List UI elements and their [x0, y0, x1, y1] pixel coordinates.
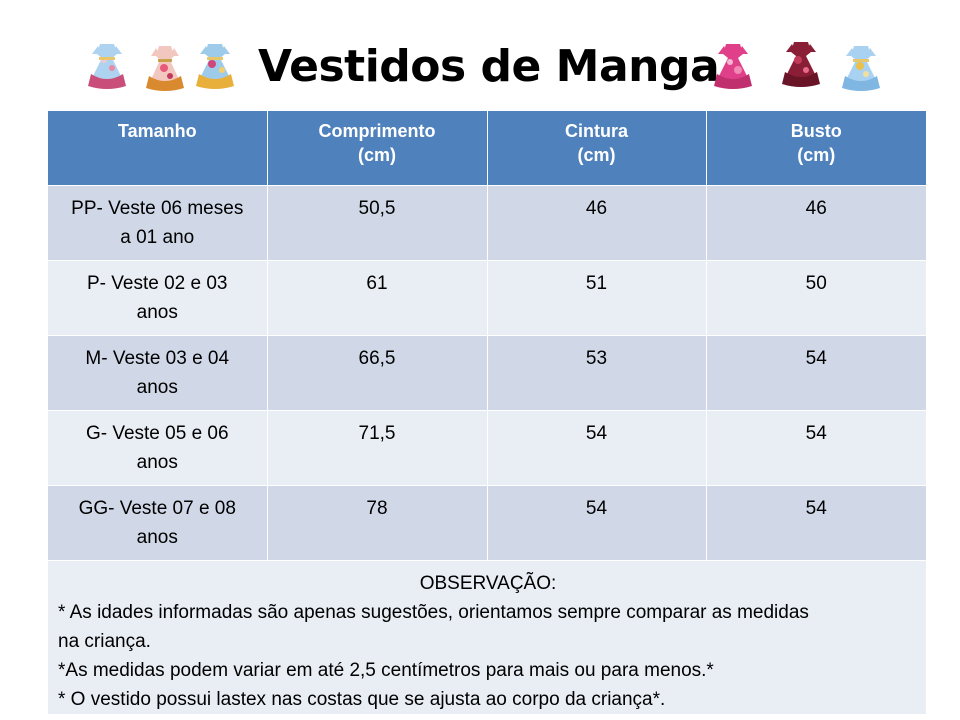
observation-line: * As idades informadas são apenas sugest…	[58, 601, 809, 623]
comprimento-cell: 50,5	[267, 184, 488, 260]
header-tamanho: Tamanho	[48, 111, 268, 185]
dress-icon	[708, 40, 758, 94]
size-cell: M- Veste 03 e 04 anos	[48, 334, 268, 410]
cintura-cell: 46	[487, 184, 707, 260]
dress-icon	[776, 38, 826, 92]
header-busto: Busto (cm)	[706, 111, 926, 185]
busto-cell: 54	[706, 334, 926, 410]
cintura-cell: 54	[487, 484, 707, 560]
observation-title: OBSERVAÇÃO:	[419, 572, 557, 594]
busto-cell: 50	[706, 259, 926, 335]
dress-icon	[190, 40, 240, 94]
size-cell: GG- Veste 07 e 08 anos	[48, 484, 268, 560]
comprimento-cell: 71,5	[267, 409, 488, 485]
size-cell: PP- Veste 06 meses a 01 ano	[48, 184, 268, 260]
cintura-cell: 51	[487, 259, 707, 335]
comprimento-cell: 66,5	[267, 334, 488, 410]
observation-line: * O vestido possui lastex nas costas que…	[58, 688, 666, 710]
page-title: Vestidos de Manga	[258, 41, 720, 92]
busto-cell: 54	[706, 409, 926, 485]
comprimento-cell: 61	[267, 259, 488, 335]
cintura-cell: 53	[487, 334, 707, 410]
size-cell: P- Veste 02 e 03 anos	[48, 259, 268, 335]
table-row: GG- Veste 07 e 08 anos 78 54 54	[48, 484, 926, 560]
observation-line: *As medidas podem variar em até 2,5 cent…	[58, 659, 714, 681]
observation-row: OBSERVAÇÃO: * As idades informadas são a…	[48, 559, 926, 714]
comprimento-cell: 78	[267, 484, 488, 560]
cintura-cell: 54	[487, 409, 707, 485]
dress-icon	[82, 40, 132, 94]
table-row: PP- Veste 06 meses a 01 ano 50,5 46 46	[48, 184, 926, 260]
busto-cell: 46	[706, 184, 926, 260]
header-comprimento: Comprimento (cm)	[267, 111, 488, 185]
size-cell: G- Veste 05 e 06 anos	[48, 409, 268, 485]
observation-line: na criança.	[58, 630, 151, 652]
table-row: G- Veste 05 e 06 anos 71,5 54 54	[48, 409, 926, 485]
observation-cell: OBSERVAÇÃO: * As idades informadas são a…	[48, 559, 926, 714]
table-row: M- Veste 03 e 04 anos 66,5 53 54	[48, 334, 926, 410]
busto-cell: 54	[706, 484, 926, 560]
dress-icon	[140, 42, 190, 96]
table-row: P- Veste 02 e 03 anos 61 51 50	[48, 259, 926, 335]
dress-icon	[836, 42, 886, 96]
size-table: Tamanho Comprimento (cm) Cintura (cm) Bu…	[48, 111, 926, 714]
title-row: Vestidos de Manga	[0, 36, 960, 98]
table-header-row: Tamanho Comprimento (cm) Cintura (cm) Bu…	[48, 111, 926, 185]
header-cintura: Cintura (cm)	[487, 111, 707, 185]
